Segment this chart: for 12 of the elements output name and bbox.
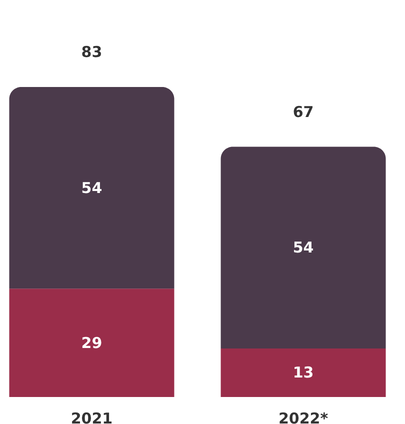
- data-label: 29: [81, 334, 102, 352]
- data-label: 54: [292, 238, 314, 257]
- x-tick-label: 2022*: [278, 410, 328, 424]
- bar: [9, 288, 174, 397]
- data-label: 13: [292, 364, 314, 382]
- x-tick-label: 2021: [70, 410, 113, 424]
- total-label: 67: [292, 102, 314, 121]
- data-label: 54: [81, 178, 102, 197]
- total-label: 83: [81, 43, 102, 61]
- bar: [220, 348, 386, 397]
- bar: [9, 87, 174, 289]
- bar: [220, 146, 386, 348]
